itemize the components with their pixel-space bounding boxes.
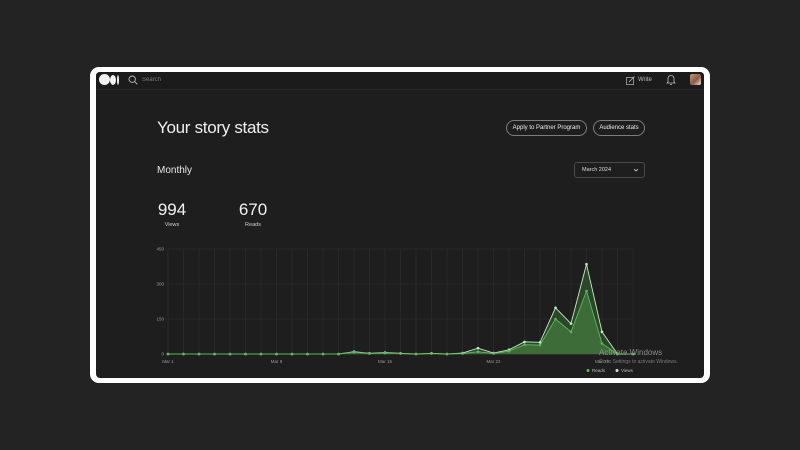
legend-views-swatch bbox=[615, 369, 619, 372]
reads-area bbox=[168, 291, 633, 354]
medium-logo[interactable] bbox=[99, 74, 121, 86]
reads-point bbox=[337, 352, 340, 356]
user-avatar[interactable] bbox=[690, 74, 701, 85]
views-point bbox=[476, 346, 480, 350]
reads-point bbox=[321, 352, 325, 356]
views-point bbox=[554, 306, 557, 310]
reads-point bbox=[585, 289, 588, 293]
views-stat: 994 Views bbox=[157, 200, 187, 228]
reads-point bbox=[368, 352, 371, 355]
x-tick-label: Mar 15 bbox=[378, 359, 393, 364]
y-tick-label: 150 bbox=[156, 317, 164, 322]
x-tick-label: Mar 1 bbox=[162, 359, 174, 364]
reads-label: Reads bbox=[245, 222, 261, 228]
reads-point bbox=[631, 352, 635, 356]
reads-point bbox=[275, 352, 278, 356]
reads-point bbox=[507, 349, 511, 353]
reads-point bbox=[383, 351, 387, 355]
y-tick-label: 450 bbox=[156, 247, 164, 252]
write-icon bbox=[626, 75, 635, 85]
reads-point bbox=[554, 317, 557, 321]
period-heading: Monthly bbox=[157, 165, 193, 176]
legend-views-label: Views bbox=[621, 368, 634, 373]
reads-point bbox=[523, 343, 526, 346]
daily-stats-chart: 0 150 300 450 Mar 1 Mar 8 Mar 15 Mar 22 Mar 29 Re… bbox=[156, 247, 635, 373]
reads-point bbox=[492, 352, 495, 355]
views-point bbox=[600, 330, 604, 334]
reads-point bbox=[616, 352, 619, 356]
search-icon bbox=[128, 75, 138, 85]
reads-point bbox=[259, 352, 263, 356]
search-box bbox=[128, 74, 232, 86]
activate-windows-title: Activate Windows bbox=[599, 348, 663, 357]
reads-stat: 670 Reads bbox=[238, 200, 268, 228]
reads-point bbox=[290, 352, 294, 356]
reads-point bbox=[430, 352, 433, 355]
reads-point bbox=[569, 330, 573, 334]
x-tick-label: Mar 22 bbox=[486, 359, 501, 364]
write-label: Write bbox=[638, 77, 652, 83]
reads-point bbox=[306, 352, 309, 356]
views-label: Views bbox=[164, 222, 180, 228]
top-navigation-bar: Write bbox=[96, 72, 704, 90]
reads-point bbox=[182, 352, 185, 356]
y-tick-label: 300 bbox=[156, 282, 164, 287]
y-tick-label: 0 bbox=[161, 352, 164, 357]
reads-point bbox=[213, 352, 216, 356]
reads-point bbox=[228, 352, 232, 356]
reads-count: 670 bbox=[238, 200, 268, 219]
reads-point bbox=[197, 352, 201, 356]
reads-point bbox=[476, 350, 480, 353]
views-point bbox=[569, 322, 573, 325]
app-window: Write Your story stats Apply to Partner … bbox=[96, 72, 704, 378]
views-point bbox=[523, 340, 526, 344]
legend-reads-label: Reads bbox=[592, 368, 606, 373]
page-title: Your story stats bbox=[157, 118, 269, 137]
month-dropdown[interactable]: March 2024 bbox=[574, 162, 645, 178]
apply-partner-program-button[interactable]: Apply to Partner Program bbox=[506, 120, 587, 136]
reads-point bbox=[399, 352, 402, 355]
views-point bbox=[538, 341, 542, 344]
audience-stats-button[interactable]: Audience stats bbox=[593, 120, 645, 136]
reads-point bbox=[166, 352, 170, 356]
x-tick-label: Mar 29 bbox=[595, 359, 610, 364]
reads-point bbox=[352, 350, 356, 354]
chevron-down-icon bbox=[633, 168, 639, 172]
activate-windows-subtitle: Go to Settings to activate Windows. bbox=[599, 359, 678, 365]
reads-point bbox=[445, 352, 449, 356]
notification-bell-icon[interactable] bbox=[666, 74, 676, 86]
search-input[interactable] bbox=[142, 74, 232, 86]
views-count: 994 bbox=[157, 200, 187, 219]
reads-point bbox=[600, 342, 604, 345]
reads-point bbox=[244, 352, 247, 356]
reads-point bbox=[538, 343, 542, 347]
views-point bbox=[585, 262, 588, 266]
reads-point bbox=[461, 352, 464, 355]
write-button[interactable]: Write bbox=[626, 74, 652, 86]
x-tick-label: Mar 8 bbox=[271, 359, 283, 364]
legend-reads-swatch bbox=[586, 369, 590, 372]
reads-point bbox=[414, 352, 418, 356]
month-dropdown-value: March 2024 bbox=[582, 167, 612, 173]
